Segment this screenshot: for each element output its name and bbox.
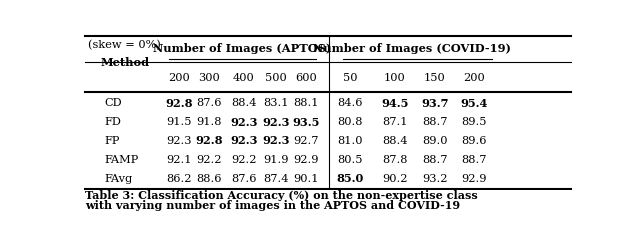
Text: 92.9: 92.9	[293, 155, 319, 165]
Text: CD: CD	[105, 98, 122, 108]
Text: FD: FD	[105, 117, 122, 127]
Text: 92.2: 92.2	[196, 155, 221, 165]
Text: 200: 200	[463, 73, 485, 83]
Text: FAMP: FAMP	[105, 155, 139, 165]
Text: 81.0: 81.0	[337, 136, 363, 146]
Text: 88.7: 88.7	[422, 155, 447, 165]
Text: 80.5: 80.5	[337, 155, 363, 165]
Text: 84.6: 84.6	[337, 98, 363, 108]
Text: 83.1: 83.1	[263, 98, 289, 108]
Text: with varying number of images in the APTOS and COVID-19: with varying number of images in the APT…	[85, 200, 460, 211]
Text: 600: 600	[295, 73, 317, 83]
Text: 92.2: 92.2	[231, 155, 257, 165]
Text: 150: 150	[424, 73, 445, 83]
Text: 87.1: 87.1	[382, 117, 408, 127]
Text: 500: 500	[265, 73, 287, 83]
Text: 85.0: 85.0	[337, 173, 364, 184]
Text: 300: 300	[198, 73, 220, 83]
Text: 87.8: 87.8	[382, 155, 408, 165]
Text: 92.3: 92.3	[230, 135, 257, 147]
Text: Method: Method	[100, 58, 149, 69]
Text: 92.3: 92.3	[230, 117, 257, 128]
Text: 92.3: 92.3	[262, 117, 290, 128]
Text: Table 3: Classification Accuracy (%) on the non-expertise class: Table 3: Classification Accuracy (%) on …	[85, 190, 477, 201]
Text: 88.4: 88.4	[231, 98, 257, 108]
Text: 89.0: 89.0	[422, 136, 447, 146]
Text: 90.2: 90.2	[382, 174, 408, 184]
Text: 87.4: 87.4	[263, 174, 289, 184]
Text: 92.8: 92.8	[195, 135, 223, 147]
Text: Number of Images (COVID-19): Number of Images (COVID-19)	[314, 43, 511, 54]
Text: 92.1: 92.1	[166, 155, 192, 165]
Text: 80.8: 80.8	[337, 117, 363, 127]
Text: 89.5: 89.5	[461, 117, 487, 127]
Text: 88.6: 88.6	[196, 174, 221, 184]
Text: 200: 200	[168, 73, 190, 83]
Text: 87.6: 87.6	[196, 98, 221, 108]
Text: 92.9: 92.9	[461, 174, 487, 184]
Text: 88.7: 88.7	[461, 155, 487, 165]
Text: (skew = 0%): (skew = 0%)	[88, 40, 161, 50]
Text: FP: FP	[105, 136, 120, 146]
Text: 88.1: 88.1	[293, 98, 319, 108]
Text: 50: 50	[343, 73, 358, 83]
Text: 88.4: 88.4	[382, 136, 408, 146]
Text: 100: 100	[384, 73, 406, 83]
Text: 400: 400	[233, 73, 255, 83]
Text: 93.5: 93.5	[292, 117, 319, 128]
Text: 90.1: 90.1	[293, 174, 319, 184]
Text: 95.4: 95.4	[461, 98, 488, 109]
Text: 86.2: 86.2	[166, 174, 192, 184]
Text: 92.8: 92.8	[166, 98, 193, 109]
Text: 92.3: 92.3	[262, 135, 290, 147]
Text: 93.2: 93.2	[422, 174, 447, 184]
Text: Number of Images (APTOS): Number of Images (APTOS)	[153, 43, 332, 54]
Text: 92.7: 92.7	[293, 136, 319, 146]
Text: 92.3: 92.3	[166, 136, 192, 146]
Text: 91.9: 91.9	[263, 155, 289, 165]
Text: 91.8: 91.8	[196, 117, 221, 127]
Text: 91.5: 91.5	[166, 117, 192, 127]
Text: 93.7: 93.7	[421, 98, 449, 109]
Bar	[85, 190, 571, 207]
Text: 87.6: 87.6	[231, 174, 257, 184]
Text: 88.7: 88.7	[422, 117, 447, 127]
Text: FAvg: FAvg	[105, 174, 133, 184]
Text: 94.5: 94.5	[381, 98, 409, 109]
Text: 89.6: 89.6	[461, 136, 487, 146]
